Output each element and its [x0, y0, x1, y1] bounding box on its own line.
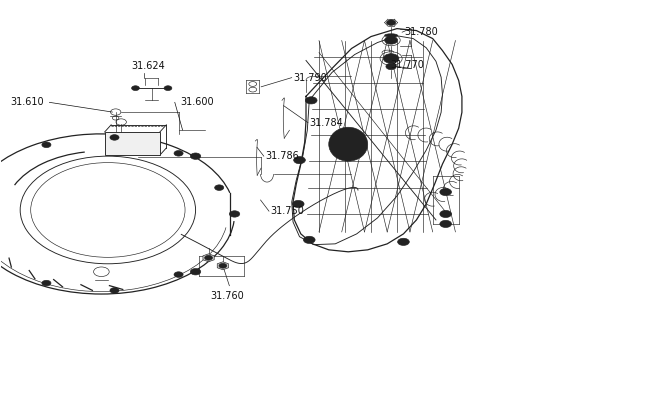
Circle shape — [294, 156, 305, 164]
Circle shape — [204, 256, 212, 260]
Circle shape — [383, 54, 399, 63]
Text: 31.760: 31.760 — [210, 291, 243, 301]
Text: 31.610: 31.610 — [10, 97, 44, 107]
Text: 31.784: 31.784 — [309, 118, 343, 128]
Polygon shape — [217, 262, 229, 270]
Circle shape — [387, 20, 396, 26]
Circle shape — [190, 268, 201, 275]
Polygon shape — [105, 132, 160, 155]
Circle shape — [42, 142, 51, 148]
Circle shape — [132, 86, 139, 90]
Ellipse shape — [385, 34, 398, 37]
Text: 31.780: 31.780 — [405, 27, 439, 37]
Circle shape — [386, 63, 396, 70]
Ellipse shape — [329, 127, 368, 161]
Text: 31.786: 31.786 — [265, 151, 299, 161]
Ellipse shape — [335, 132, 362, 156]
Polygon shape — [203, 254, 214, 262]
Circle shape — [292, 200, 304, 208]
Circle shape — [305, 97, 317, 104]
Circle shape — [303, 236, 315, 244]
Circle shape — [219, 263, 227, 268]
Circle shape — [385, 36, 398, 44]
Text: 31.770: 31.770 — [391, 60, 424, 70]
Circle shape — [110, 135, 119, 140]
Text: 31.750: 31.750 — [270, 206, 304, 216]
Circle shape — [440, 188, 452, 196]
Circle shape — [174, 150, 183, 156]
Circle shape — [190, 153, 201, 159]
Circle shape — [229, 211, 240, 217]
Circle shape — [440, 210, 452, 218]
Circle shape — [174, 272, 183, 277]
Circle shape — [110, 288, 119, 293]
Text: 31.624: 31.624 — [132, 62, 165, 72]
Text: 31.600: 31.600 — [180, 97, 214, 107]
Circle shape — [215, 185, 224, 190]
Circle shape — [164, 86, 172, 90]
Circle shape — [398, 238, 409, 246]
Text: 31.790: 31.790 — [293, 73, 327, 83]
Circle shape — [42, 280, 51, 286]
Circle shape — [440, 220, 452, 228]
